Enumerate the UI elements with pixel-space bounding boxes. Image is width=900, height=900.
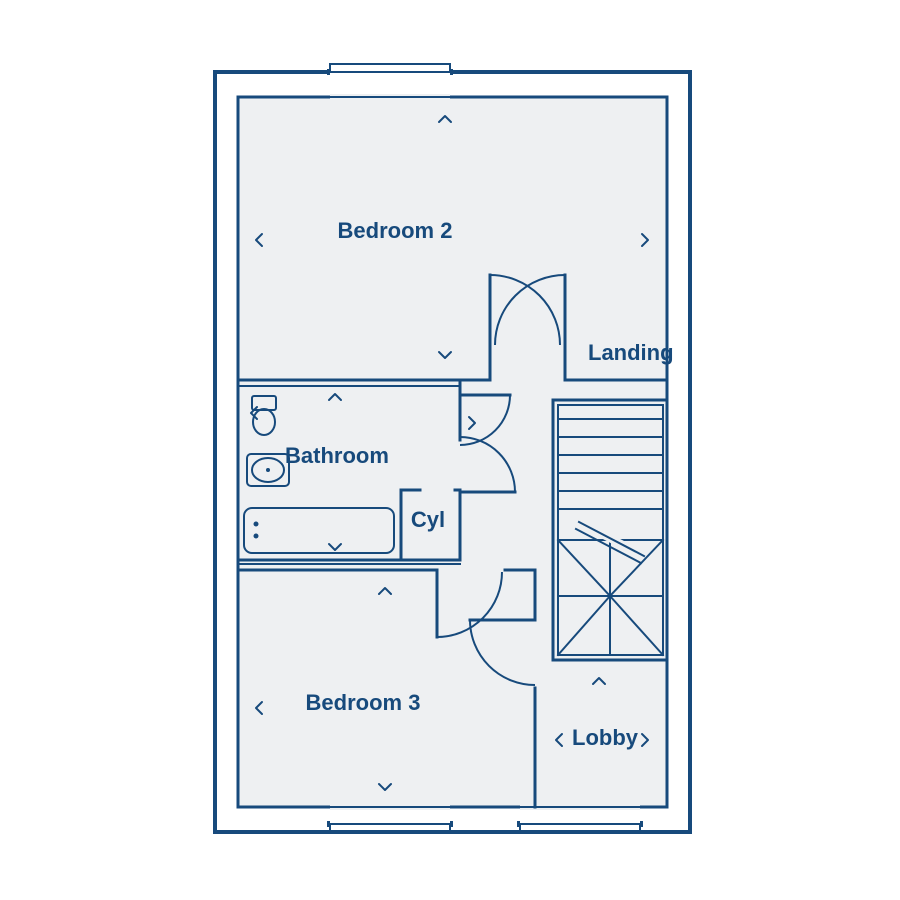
label-bedroom3: Bedroom 3 xyxy=(306,690,421,715)
label-cyl: Cyl xyxy=(411,507,445,532)
label-landing: Landing xyxy=(588,340,674,365)
floorplan-stage: Bedroom 2 Landing Bathroom Cyl Bedroom 3 Lobb… xyxy=(0,0,900,900)
label-bathroom: Bathroom xyxy=(285,443,389,468)
label-lobby: Lobby xyxy=(572,725,639,750)
label-bedroom2: Bedroom 2 xyxy=(338,218,453,243)
floorplan-svg: Bedroom 2 Landing Bathroom Cyl Bedroom 3 Lobb… xyxy=(0,0,900,900)
